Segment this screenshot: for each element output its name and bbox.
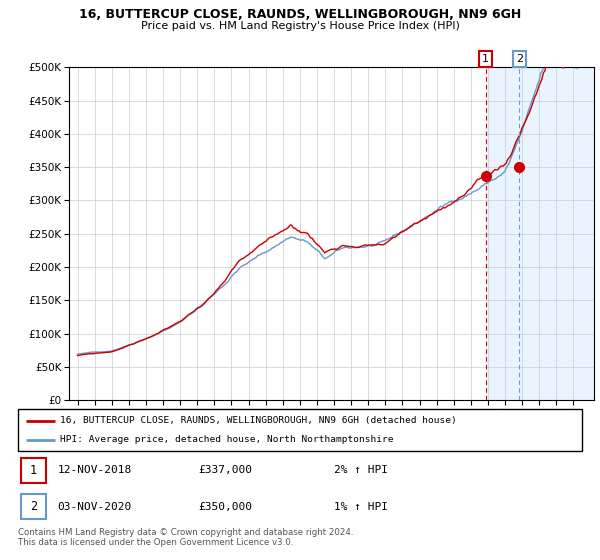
Text: 1% ↑ HPI: 1% ↑ HPI: [334, 502, 388, 512]
Text: 16, BUTTERCUP CLOSE, RAUNDS, WELLINGBOROUGH, NN9 6GH: 16, BUTTERCUP CLOSE, RAUNDS, WELLINGBORO…: [79, 8, 521, 21]
Text: £337,000: £337,000: [199, 465, 253, 475]
Text: 1: 1: [482, 54, 489, 64]
FancyBboxPatch shape: [21, 494, 46, 519]
Text: 2: 2: [30, 500, 37, 514]
Text: Price paid vs. HM Land Registry's House Price Index (HPI): Price paid vs. HM Land Registry's House …: [140, 21, 460, 31]
Text: 2% ↑ HPI: 2% ↑ HPI: [334, 465, 388, 475]
Text: 16, BUTTERCUP CLOSE, RAUNDS, WELLINGBOROUGH, NN9 6GH (detached house): 16, BUTTERCUP CLOSE, RAUNDS, WELLINGBORO…: [60, 416, 457, 425]
Text: 03-NOV-2020: 03-NOV-2020: [58, 502, 132, 512]
FancyBboxPatch shape: [18, 409, 582, 451]
Bar: [486, 67, 594, 400]
Text: £350,000: £350,000: [199, 502, 253, 512]
Text: 2: 2: [516, 54, 523, 64]
Text: 1: 1: [30, 464, 37, 477]
Text: Contains HM Land Registry data © Crown copyright and database right 2024.
This d: Contains HM Land Registry data © Crown c…: [18, 528, 353, 547]
Text: HPI: Average price, detached house, North Northamptonshire: HPI: Average price, detached house, Nort…: [60, 435, 394, 445]
Text: 12-NOV-2018: 12-NOV-2018: [58, 465, 132, 475]
FancyBboxPatch shape: [21, 458, 46, 483]
